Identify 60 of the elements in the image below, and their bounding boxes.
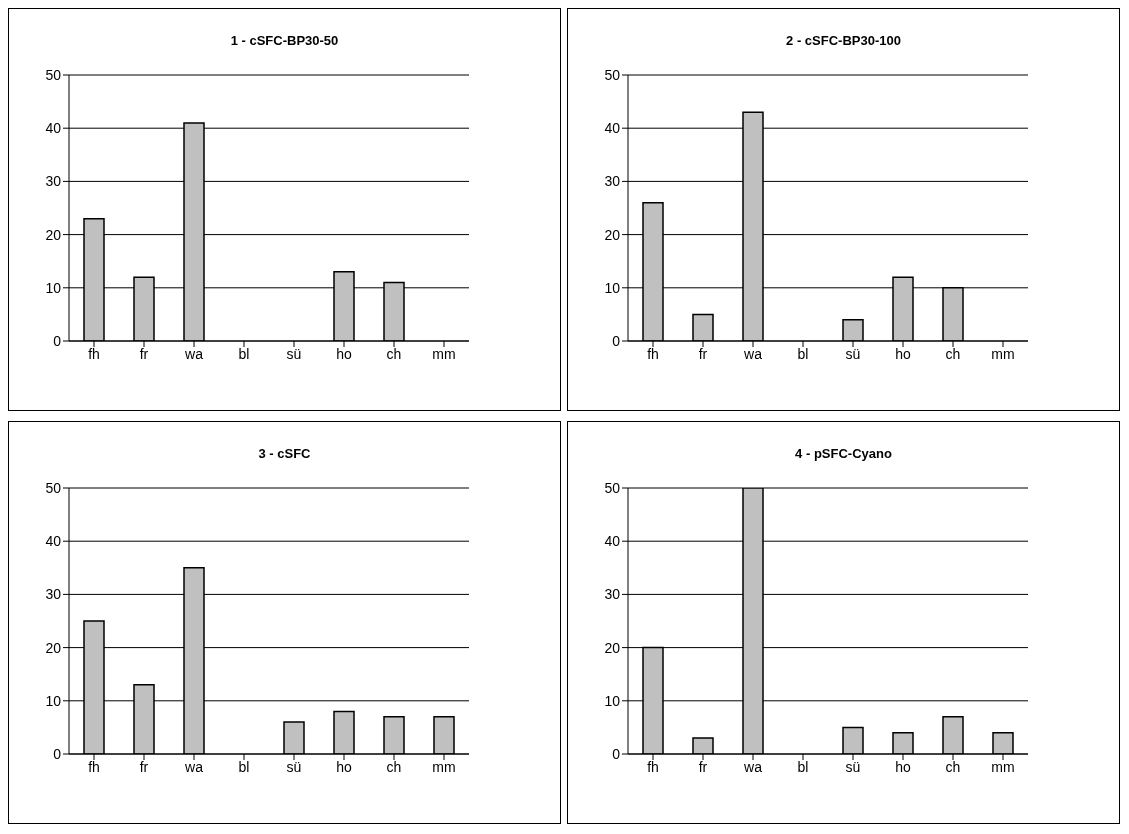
x-tick-label: wa [184,345,204,362]
x-tick-label: mm [432,758,456,775]
x-tick-label: fr [698,345,708,362]
y-tick-label: 50 [45,66,62,83]
chart-title: 3 - cSFC [257,446,312,463]
chart-title: 1 - cSFC-BP30-50 [229,33,340,50]
chart-title: 2 - cSFC-BP30-100 [785,33,902,50]
x-tick-label: mm [991,345,1015,362]
x-tick-label: mm [991,758,1015,775]
y-tick-label: 30 [45,586,62,603]
x-tick-label: ho [895,345,911,362]
x-tick-label: fh [647,758,659,775]
x-tick-label: sü [286,345,302,362]
y-tick-label: 40 [604,533,621,550]
y-tick-label: 30 [604,173,621,190]
y-tick-label: 10 [604,692,621,709]
x-tick-label: wa [184,758,204,775]
y-tick-label: 30 [45,173,62,190]
y-tick-label: 40 [45,120,62,137]
x-tick-label: mm [432,345,456,362]
x-tick-label: fr [139,758,149,775]
x-tick-label: fh [88,758,100,775]
x-tick-label: fh [647,345,659,362]
y-tick-label: 0 [612,745,621,762]
x-tick-label: sü [845,758,861,775]
x-tick-label: bl [238,758,250,775]
x-tick-label: wa [743,758,763,775]
x-tick-label: ho [336,345,352,362]
x-tick-label: sü [286,758,302,775]
x-tick-label: wa [743,345,763,362]
y-tick-label: 40 [45,533,62,550]
chart-title: 4 - pSFC-Cyano [794,446,893,463]
x-tick-label: fh [88,345,100,362]
x-tick-label: sü [845,345,861,362]
x-tick-label: fr [139,345,149,362]
y-tick-label: 30 [604,586,621,603]
x-tick-label: ch [386,345,402,362]
x-tick-label: ch [386,758,402,775]
y-tick-label: 20 [604,639,621,656]
y-tick-label: 50 [604,66,621,83]
y-tick-label: 10 [45,692,62,709]
y-tick-label: 20 [45,226,62,243]
y-tick-label: 10 [45,279,62,296]
x-tick-label: ho [336,758,352,775]
y-tick-label: 10 [604,279,621,296]
y-tick-label: 0 [612,332,621,349]
x-tick-label: bl [238,345,250,362]
y-tick-label: 50 [604,479,621,496]
x-tick-label: bl [797,345,809,362]
x-tick-label: ch [945,345,961,362]
x-tick-label: ho [895,758,911,775]
x-tick-label: ch [945,758,961,775]
y-tick-label: 50 [45,479,62,496]
x-tick-label: bl [797,758,809,775]
y-tick-label: 20 [604,226,621,243]
y-tick-label: 0 [53,745,62,762]
x-tick-label: fr [698,758,708,775]
y-tick-label: 20 [45,639,62,656]
y-tick-label: 40 [604,120,621,137]
y-tick-label: 0 [53,332,62,349]
